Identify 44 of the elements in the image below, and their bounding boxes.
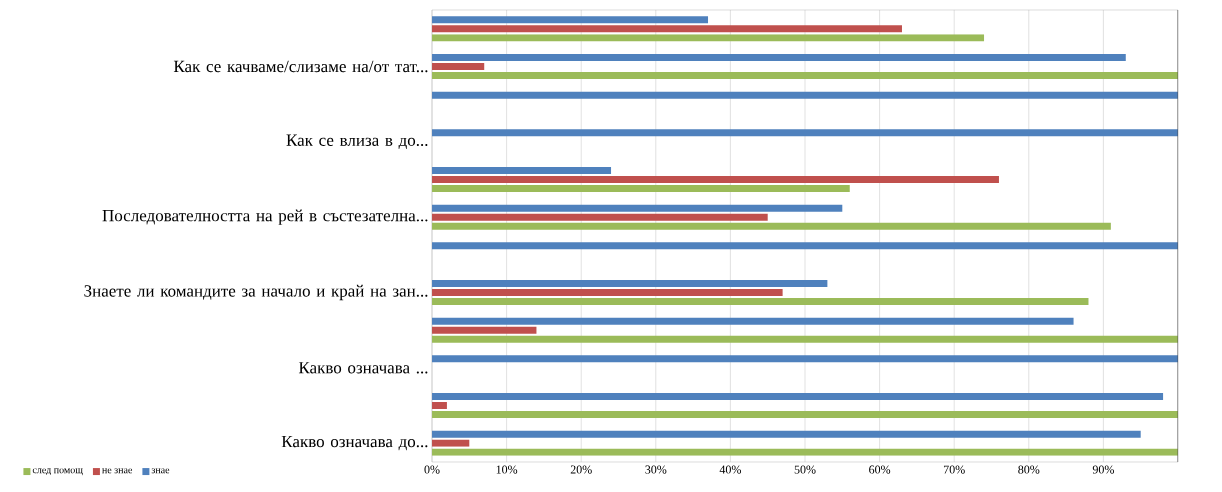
legend-label: знае <box>151 468 170 474</box>
bar <box>432 184 850 192</box>
bar <box>432 72 1178 79</box>
y-tick-label: Знаете ли командите за начало и край на зан... <box>84 284 428 301</box>
x-tick-label: 0% <box>424 465 440 474</box>
bar <box>432 176 999 183</box>
y-tick-label: Последователността на рей в състезателна... <box>102 209 428 225</box>
x-tick-label: 40% <box>719 465 741 474</box>
bar <box>432 430 1141 438</box>
bar <box>432 16 709 24</box>
bar <box>432 326 537 334</box>
bar <box>432 63 485 70</box>
bar <box>432 401 447 409</box>
bar <box>432 166 612 174</box>
x-tick-label: 70% <box>943 465 965 474</box>
bar <box>432 91 1178 99</box>
y-tick-label: Как се влиза в до... <box>286 134 428 150</box>
x-tick-label: 30% <box>645 465 667 474</box>
x-tick-label: 50% <box>794 465 816 474</box>
x-tick-label: 60% <box>869 465 891 474</box>
bar <box>432 129 1178 137</box>
legend-label: след помощ <box>32 468 83 476</box>
bar <box>432 25 902 33</box>
bar <box>432 288 783 296</box>
x-tick-label: 90% <box>1092 465 1114 474</box>
bar <box>432 335 1178 343</box>
x-tick-label: 10% <box>496 465 518 474</box>
bar <box>432 213 768 221</box>
bar <box>432 392 1164 400</box>
x-tick-label: 80% <box>1018 465 1040 474</box>
bar <box>432 298 1089 305</box>
x-tick-label: 20% <box>570 465 592 474</box>
y-tick-label: Какво означава до... <box>281 435 428 451</box>
bar <box>432 242 1178 250</box>
bar <box>432 355 1178 363</box>
bar <box>432 222 1111 230</box>
bar <box>432 317 1074 325</box>
bar <box>432 54 1126 61</box>
y-tick-label: Как се качваме/слизаме на/от тат... <box>173 60 428 73</box>
bar <box>432 280 828 287</box>
bar <box>432 204 843 212</box>
legend-label: не знае <box>102 468 133 474</box>
y-tick-label: Какво означава ... <box>298 362 428 374</box>
bar <box>432 410 1178 418</box>
